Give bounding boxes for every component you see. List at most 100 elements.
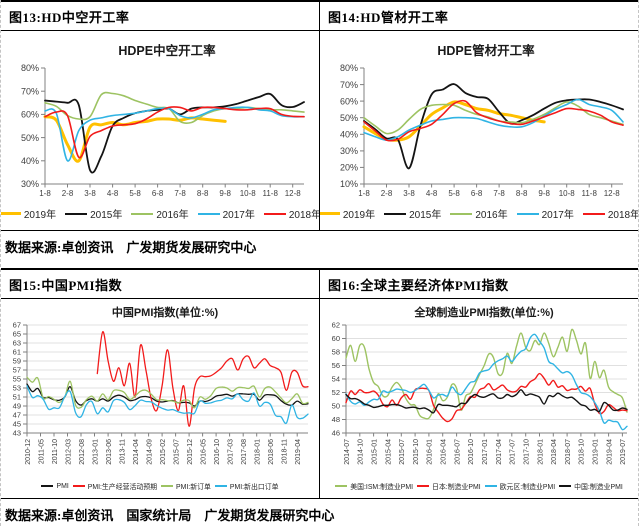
svg-text:50%: 50% (340, 113, 358, 123)
legend-label: 2017年 (541, 210, 574, 221)
svg-text:8-8: 8-8 (516, 189, 528, 198)
series-line (345, 389, 628, 414)
svg-text:60%: 60% (340, 96, 358, 106)
axis-labels: 30% 40% 50% 60% 70% 80% 1-8 2-8 3-8 4-8 5-8 6-8 7-8 8… (21, 63, 301, 198)
legend-line-swatch (161, 485, 174, 487)
fig14-chart: HDPE管材开工率 10% 20% 30% 40% 50% 60% 70% 80% 1-8 2-8… (319, 31, 638, 230)
svg-text:10-8: 10-8 (240, 189, 257, 198)
fig14-header: 图14:HD管材开工率 (319, 2, 638, 30)
legend-item: PMI:新订单 (161, 481, 211, 491)
figure-table-bottom: 图15:中国PMI指数 图16:全球主要经济体PMI指数 中国PMI指数(单位:… (1, 268, 638, 499)
legend-label: 2015年 (90, 210, 123, 221)
svg-text:55: 55 (13, 375, 21, 384)
svg-text:67: 67 (13, 321, 21, 330)
svg-text:2-8: 2-8 (381, 189, 393, 198)
svg-text:2012-08: 2012-08 (79, 439, 86, 465)
legend-line-swatch (320, 211, 340, 216)
fig16-header: 图16:全球主要经济体PMI指数 (319, 270, 638, 298)
svg-text:49: 49 (13, 402, 21, 411)
series-line (345, 333, 628, 431)
svg-text:46: 46 (332, 429, 340, 438)
fig15-legend: PMI PMI:生产经营活动预期 PMI:新订单 PMI:新出口订单 (1, 479, 319, 491)
legend-line-swatch (1, 211, 21, 216)
svg-text:51: 51 (13, 393, 21, 402)
svg-text:6-8: 6-8 (471, 189, 483, 198)
svg-text:2018-01: 2018-01 (255, 439, 262, 465)
svg-text:57: 57 (13, 366, 21, 375)
legend-item: 2019年 (320, 206, 375, 221)
svg-text:9-8: 9-8 (219, 189, 231, 198)
svg-text:50%: 50% (21, 133, 39, 143)
legend-line-swatch (559, 485, 572, 487)
legend-line-swatch (582, 212, 605, 215)
svg-text:12-8: 12-8 (604, 189, 621, 198)
legend-label: 2016年 (475, 210, 508, 221)
svg-text:70%: 70% (21, 86, 39, 96)
svg-text:2018-06: 2018-06 (268, 439, 275, 465)
series-line (96, 331, 309, 427)
svg-text:2017-01: 2017-01 (482, 439, 489, 465)
svg-text:3-8: 3-8 (84, 189, 96, 198)
svg-text:2016-05: 2016-05 (200, 439, 207, 465)
series-line (44, 106, 305, 159)
axes (342, 324, 627, 434)
fig15-header: 图15:中国PMI指数 (9, 278, 123, 293)
legend-item: 2017年 (516, 206, 574, 221)
legend-label: 2019年 (23, 210, 57, 221)
svg-text:10-8: 10-8 (559, 189, 576, 198)
svg-text:2015-07: 2015-07 (173, 439, 180, 465)
svg-text:65: 65 (13, 330, 21, 339)
fig13-chart: HDPE中空开工率 30% 40% 50% 60% 70% 80% 1-8 2-8 3-8 4-8… (1, 31, 319, 230)
legend-line-swatch (484, 485, 497, 487)
legend-label: PMI:新出口订单 (229, 484, 279, 491)
svg-text:2015-10: 2015-10 (413, 439, 420, 465)
svg-text:2014-07: 2014-07 (344, 439, 351, 465)
legend-item: 2018年 (582, 206, 638, 221)
legend-line-swatch (197, 212, 220, 215)
legend-line-swatch (335, 485, 348, 487)
svg-text:4-8: 4-8 (426, 189, 438, 198)
source-note-bottom: 数据来源:卓创资讯 国家统计局 广发期货发展研究中心 (5, 508, 335, 523)
legend-line-swatch (516, 212, 539, 215)
legend-line-swatch (72, 485, 85, 487)
legend-item: PMI:新出口订单 (214, 481, 279, 491)
svg-text:45: 45 (13, 420, 21, 429)
svg-text:47: 47 (13, 411, 21, 420)
legend-item: PMI:生产经营活动预期 (72, 481, 158, 491)
svg-text:30%: 30% (21, 179, 39, 189)
axes (41, 67, 304, 185)
fig16-chart-title: 全球制造业PMI指数(单位:%) (414, 307, 554, 319)
svg-text:2016-10: 2016-10 (468, 439, 475, 465)
legend-line-swatch (65, 212, 88, 215)
fig13-plot: 30% 40% 50% 60% 70% 80% 1-8 2-8 3-8 4-8 5-8 6-8 7-8 8… (21, 63, 305, 198)
legend-item: 2015年 (65, 206, 122, 221)
svg-text:12-8: 12-8 (285, 189, 302, 198)
svg-text:2014-10: 2014-10 (358, 439, 365, 465)
svg-text:2012-03: 2012-03 (65, 439, 72, 465)
legend-item: 2017年 (197, 206, 255, 221)
svg-text:2-8: 2-8 (62, 189, 74, 198)
svg-text:2011-10: 2011-10 (52, 439, 59, 464)
svg-text:59: 59 (13, 357, 21, 366)
fig13-legend: 2019年 2015年 2016年 2017年 2018年 (1, 202, 319, 221)
series-line (362, 100, 546, 142)
svg-text:5-8: 5-8 (448, 189, 460, 198)
svg-text:2015-01: 2015-01 (371, 439, 378, 465)
series-line (26, 385, 309, 425)
svg-text:2018-10: 2018-10 (579, 439, 586, 465)
svg-text:62: 62 (332, 321, 340, 330)
legend-label: 日本:制造业PMI (432, 484, 481, 491)
series-line (363, 99, 624, 142)
figure-body-row: 中国PMI指数(单位:%) 43 45 47 49 51 53 55 57 59 61 63 65 67… (1, 299, 638, 499)
svg-text:48: 48 (332, 415, 340, 424)
svg-text:2013-01: 2013-01 (92, 439, 99, 465)
svg-text:5-8: 5-8 (129, 189, 141, 198)
svg-text:70%: 70% (340, 80, 358, 90)
svg-text:2017-10: 2017-10 (524, 439, 531, 465)
legend-label: PMI:生产经营活动预期 (87, 484, 158, 491)
series-line (363, 101, 624, 135)
fig14-plot: 10% 20% 30% 40% 50% 60% 70% 80% 1-8 2-8 3-8 4-8 5-8 6… (340, 63, 624, 198)
svg-text:11-8: 11-8 (581, 189, 597, 198)
axis-labels: 10% 20% 30% 40% 50% 60% 70% 80% 1-8 2-8 3-8 4-8 5-8 6… (340, 63, 620, 198)
legend-label: PMI:新订单 (176, 484, 211, 491)
